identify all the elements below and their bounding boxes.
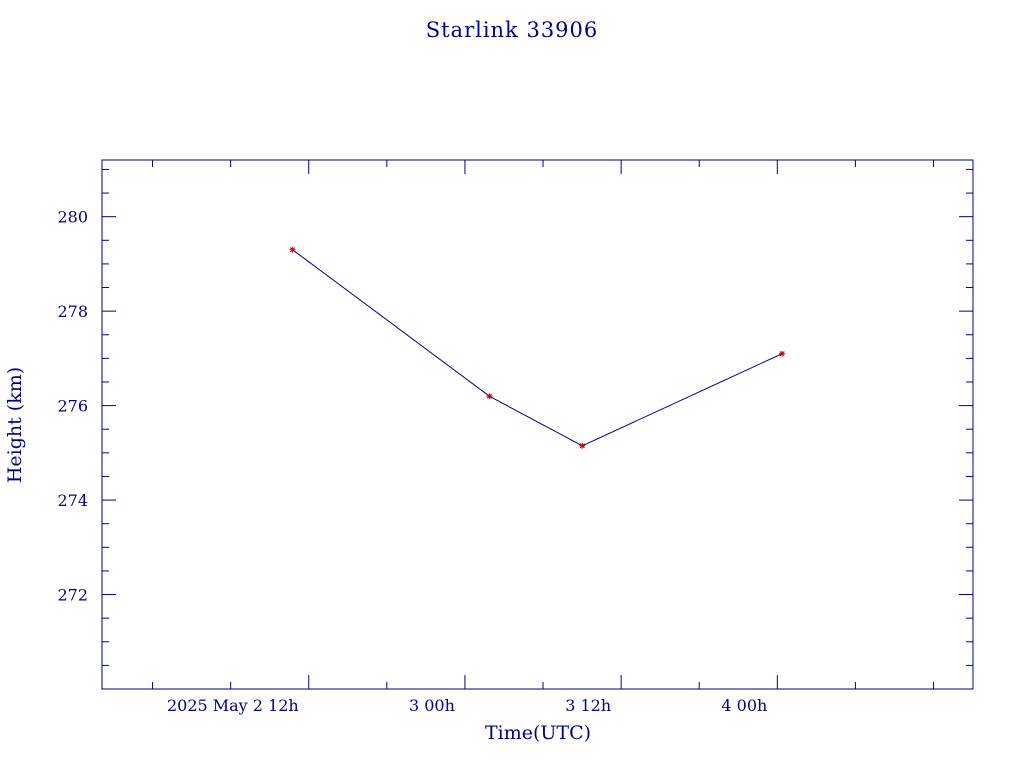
x-tick-label: 3 12h: [565, 696, 611, 715]
y-tick-label: 278: [57, 302, 88, 321]
y-axis-label: Height (km): [4, 367, 26, 483]
y-tick-label: 272: [57, 586, 88, 605]
x-axis-tick-labels: 2025 May 2 12h 3 00h 3 12h 4 00h: [167, 696, 767, 715]
height-series: [289, 246, 786, 449]
plot-frame: [101, 159, 974, 690]
y-tick-label: 274: [57, 491, 88, 510]
y-tick-label: 280: [57, 208, 88, 227]
data-point: [579, 442, 586, 449]
data-point: [486, 393, 493, 400]
height-line: [292, 249, 783, 447]
y-axis-ticks: [102, 168, 973, 690]
data-point: [779, 350, 786, 357]
x-tick-label: 3 00h: [409, 696, 455, 715]
x-axis-label: Time(UTC): [485, 722, 591, 744]
data-point: [289, 246, 296, 253]
y-tick-label: 276: [57, 397, 88, 416]
x-axis-ticks: [152, 160, 935, 689]
x-tick-label: 4 00h: [721, 696, 767, 715]
y-axis-tick-labels: 272 274 276 278 280: [57, 208, 88, 605]
chart-title: Starlink 33906: [426, 18, 599, 42]
x-tick-label: 2025 May 2 12h: [167, 696, 299, 715]
